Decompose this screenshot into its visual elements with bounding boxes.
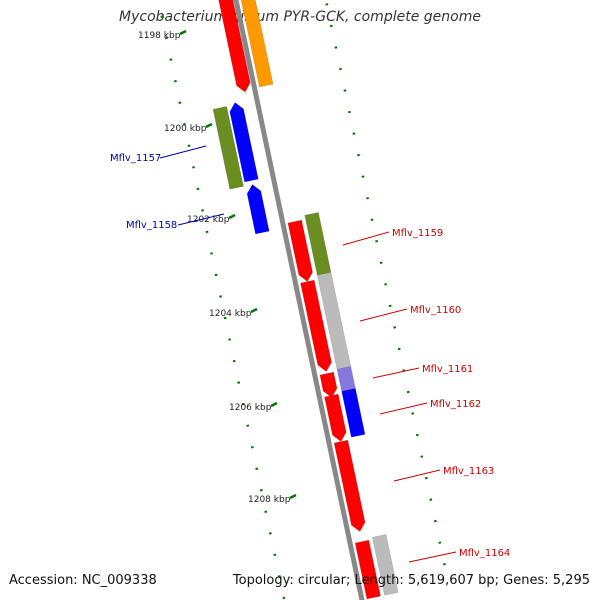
kbp-tick-mark <box>228 213 236 220</box>
gene-label: Mflv_1158 <box>126 220 177 231</box>
kbp-tick-mark <box>270 401 278 408</box>
kbp-tick-label: 1200 kbp <box>164 124 207 134</box>
kbp-tick-label: 1202 kbp <box>187 215 230 225</box>
cds-block-1162 <box>341 388 366 438</box>
accession-label: Accession: NC_009338 <box>9 573 157 588</box>
gene-label-leader <box>359 308 408 322</box>
gene-label: Mflv_1157 <box>110 153 161 164</box>
kbp-tick-label: 1204 kbp <box>209 309 252 319</box>
gene-label-leader <box>159 145 207 159</box>
gene-label: Mflv_1162 <box>430 399 481 410</box>
kbp-tick-mark <box>205 122 213 129</box>
gene-label: Mflv_1160 <box>410 305 461 316</box>
cds-block-grey-1164 <box>371 534 399 596</box>
cds-block-1160 <box>300 279 332 372</box>
gene-label: Mflv_1161 <box>422 364 473 375</box>
kbp-tick-label: 1208 kbp <box>248 495 291 505</box>
gene-label: Mflv_1163 <box>443 466 494 477</box>
cds-block-1162-red <box>324 393 347 442</box>
gene-label-leader <box>379 402 428 415</box>
kbp-tick-mark <box>250 307 258 314</box>
cds-block-1161 <box>319 371 338 398</box>
gene-label: Mflv_1164 <box>459 548 510 559</box>
cds-block-top <box>218 0 251 93</box>
map-title: Mycobacterium gilvum PYR-GCK, complete g… <box>119 9 481 25</box>
topology-label: Topology: circular; Length: 5,619,607 bp… <box>232 573 590 588</box>
gene-label-leader <box>342 231 390 246</box>
gene-label: Mflv_1159 <box>392 228 443 239</box>
cds-block-olive-1157 <box>212 106 244 190</box>
cds-block-1159 <box>287 219 313 282</box>
cds-block-1158 <box>246 184 270 235</box>
kbp-tick-mark <box>289 493 297 500</box>
gene-label-leader <box>372 367 420 379</box>
gene-label-leader <box>177 213 225 226</box>
cds-block-1157 <box>229 102 259 183</box>
cds-block-1161-mix <box>336 366 356 392</box>
kbp-tick-mark <box>179 29 187 36</box>
genome-backbone <box>233 0 365 600</box>
kbp-tick-label: 1206 kbp <box>229 403 272 413</box>
gene-label-leader <box>393 469 441 482</box>
tick-ruler-left <box>160 15 286 600</box>
cds-block-1164 <box>354 539 381 600</box>
gene-label-leader <box>408 551 457 563</box>
cds-block-1163 <box>333 439 366 532</box>
cds-block-orange <box>240 0 274 88</box>
kbp-tick-label: 1198 kbp <box>138 31 181 41</box>
